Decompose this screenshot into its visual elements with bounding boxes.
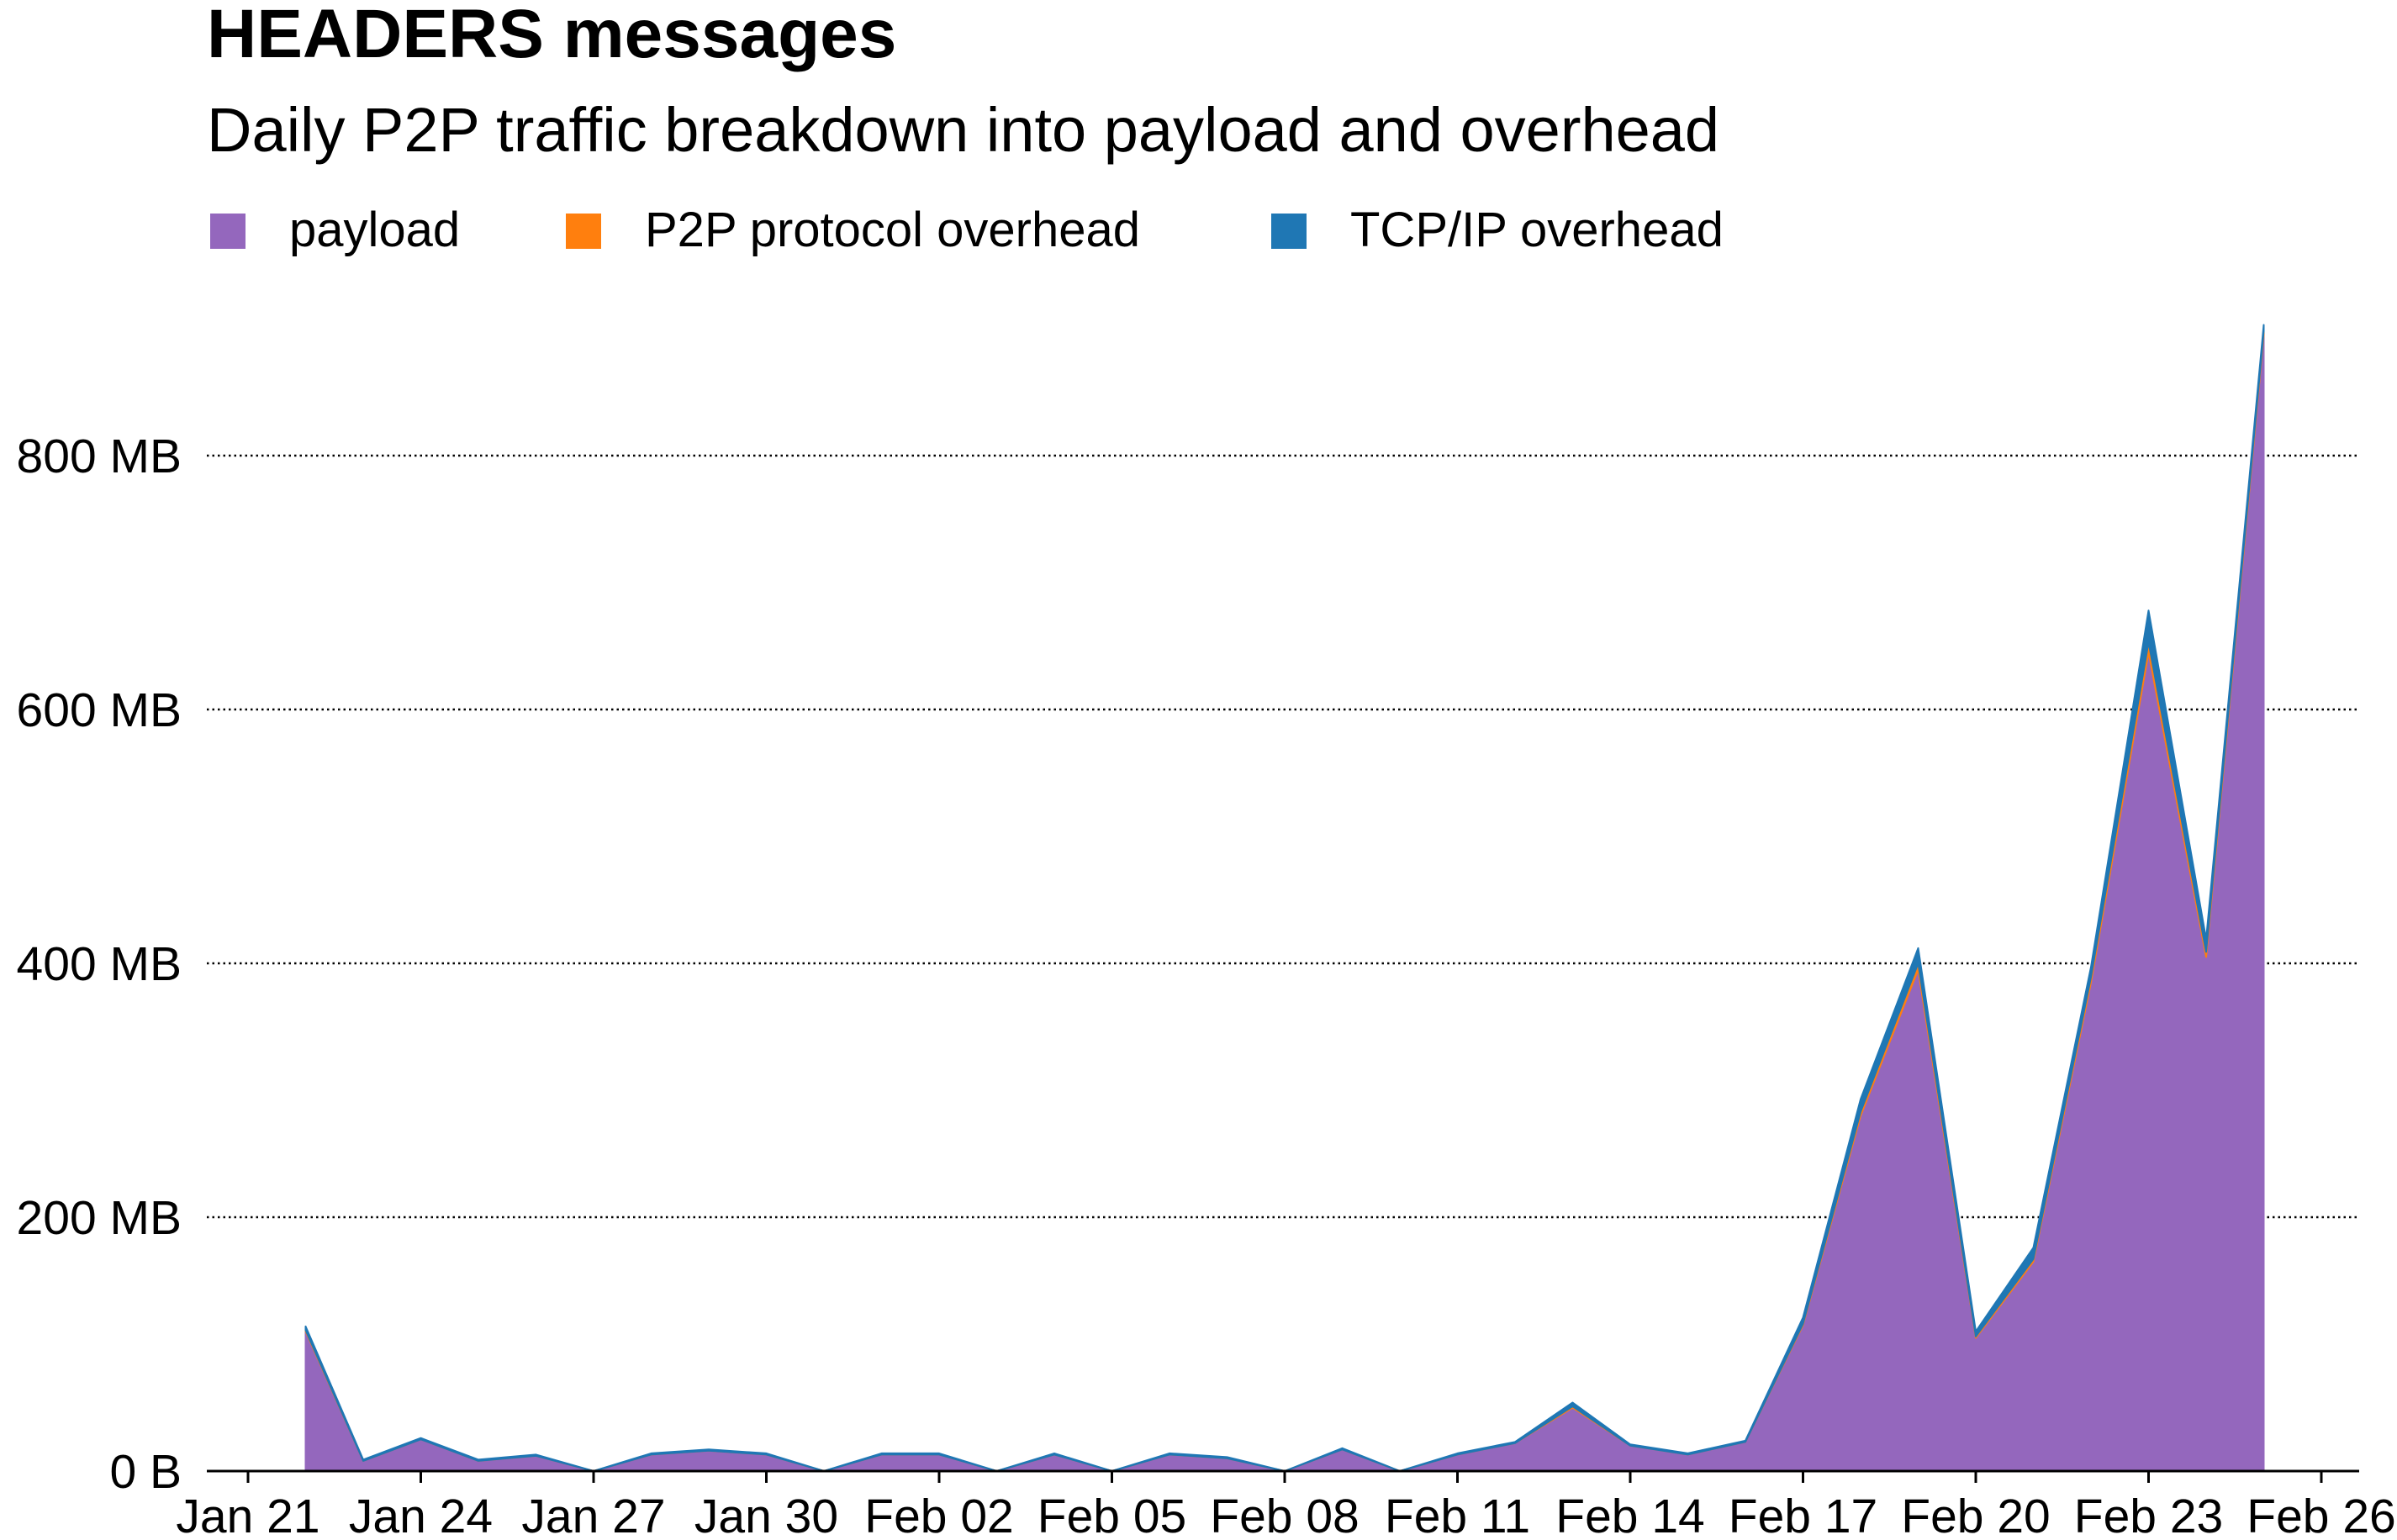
legend-swatch-tcp-ip-overhead [1271, 214, 1307, 249]
x-tick-label: Feb 23 [2074, 1490, 2223, 1540]
legend-label-payload: payload [289, 203, 461, 257]
y-tick-label: 600 MB [17, 683, 182, 737]
x-tick-label: Feb 05 [1037, 1490, 1186, 1540]
y-tick-label: 400 MB [17, 937, 182, 991]
x-tick-label: Feb 02 [864, 1490, 1013, 1540]
y-tick-label: 0 B [109, 1445, 182, 1499]
legend-swatch-p2p-protocol-overhead [566, 214, 601, 249]
y-tick-label: 200 MB [17, 1191, 182, 1245]
series-areas [304, 324, 2265, 1472]
axes [207, 1469, 2359, 1483]
chart-title: HEADERS messages [207, 0, 897, 72]
x-tick-label: Feb 26 [2247, 1490, 2395, 1540]
x-tick-label: Feb 08 [1210, 1490, 1359, 1540]
x-tick-label: Jan 21 [176, 1490, 319, 1540]
legend-swatch-payload [210, 214, 246, 249]
x-tick-label: Feb 14 [1555, 1490, 1704, 1540]
x-tick-label: Feb 17 [1729, 1490, 1877, 1540]
legend: payload P2P protocol overhead TCP/IP ove… [0, 205, 2397, 256]
y-axis-tick-labels: 0 B 200 MB 400 MB 600 MB 800 MB [17, 430, 182, 1499]
grid-lines [207, 454, 2359, 1219]
legend-label-tcp-ip-overhead: TCP/IP overhead [1350, 203, 1724, 257]
legend-label-p2p-protocol-overhead: P2P protocol overhead [645, 203, 1141, 257]
x-tick-label: Jan 24 [349, 1490, 493, 1540]
x-tick-label: Feb 20 [1901, 1490, 2050, 1540]
chart-subtitle: Daily P2P traffic breakdown into payload… [207, 95, 1720, 165]
x-tick-label: Jan 27 [521, 1490, 665, 1540]
x-axis-tick-labels: Jan 21 Jan 24 Jan 27 Jan 30 Feb 02 Feb 05 Feb … [176, 1490, 2395, 1540]
y-tick-label: 800 MB [17, 430, 182, 483]
x-tick-label: Jan 30 [694, 1490, 838, 1540]
x-tick-label: Feb 11 [1385, 1490, 1530, 1540]
area-series-tcp-ip-overhead [304, 324, 2265, 1472]
